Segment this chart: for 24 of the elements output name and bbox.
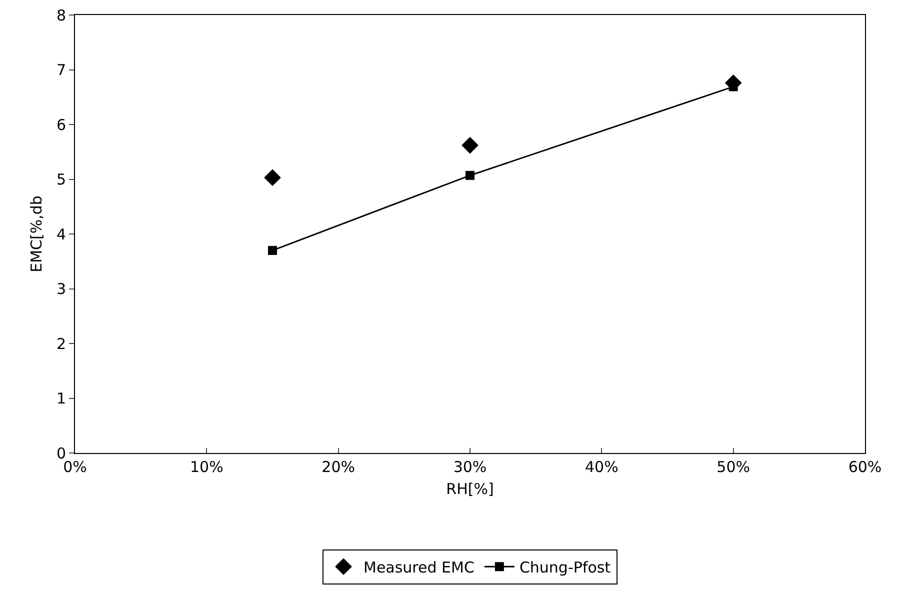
point [462, 136, 478, 154]
x-tick-label: 50% [716, 458, 750, 476]
x-tick-label: 20% [322, 458, 355, 476]
point [466, 170, 474, 180]
legend-label: Measured EMC [364, 558, 474, 576]
x-axis-title: RH[%] [446, 480, 494, 498]
y-tick-label: 7 [56, 61, 66, 79]
y-tick-label: 6 [56, 116, 66, 134]
y-tick-label: 0 [56, 444, 66, 462]
y-tick-label: 8 [56, 6, 66, 24]
x-tick-label: 40% [585, 458, 618, 476]
y-tick-label: 4 [56, 225, 66, 244]
y-tick-label: 1 [56, 390, 66, 408]
x-tick-label: 10% [190, 458, 224, 476]
legend-label: Chung-Pfost [519, 558, 611, 576]
point [268, 246, 277, 255]
y-axis-title: EMC[%,db [28, 196, 46, 272]
y-tick-label: 3 [56, 280, 66, 298]
x-tick-label: 30% [453, 458, 487, 476]
y-tick-label: 2 [56, 334, 66, 353]
y-tick-label: 5 [56, 170, 66, 188]
point [264, 169, 281, 186]
x-tick-label: 60% [848, 458, 882, 476]
x-tick-label: 0% [63, 458, 87, 476]
